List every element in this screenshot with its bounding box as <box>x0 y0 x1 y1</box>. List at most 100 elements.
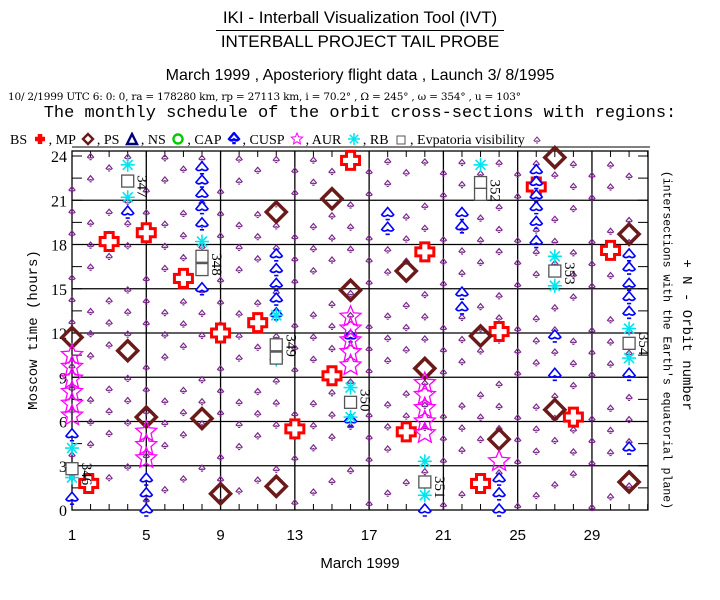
evpatoria-marker <box>606 271 615 280</box>
bs-marker <box>321 365 343 387</box>
x-tick-label: 13 <box>286 527 303 544</box>
bs-marker <box>172 267 194 289</box>
evpatoria-marker <box>86 396 95 404</box>
project-title: INTERBALL PROJECT TAIL PROBE <box>220 32 500 51</box>
evpatoria-marker <box>328 167 336 176</box>
evpatoria-marker <box>235 398 243 406</box>
asterisk-stroke <box>345 411 357 423</box>
evpatoria-marker <box>383 356 392 365</box>
plot-frame <box>71 150 649 511</box>
evpatoria-marker <box>458 335 466 344</box>
mp-marker <box>115 338 141 364</box>
mp-marker <box>319 186 345 212</box>
evpatoria-marker <box>216 364 225 373</box>
evpatoria-marker <box>123 241 132 250</box>
evpatoria-marker <box>346 289 355 298</box>
aur-marker <box>120 157 135 172</box>
evpatoria-marker <box>235 420 243 429</box>
evpatoria-marker <box>142 297 151 305</box>
evpatoria-marker <box>551 303 559 312</box>
mp-marker <box>263 473 289 499</box>
evpatoria-marker <box>513 192 522 201</box>
asterisk-stroke <box>419 489 431 501</box>
evpatoria-marker <box>161 242 169 250</box>
evpatoria-marker <box>402 323 411 332</box>
evpatoria-marker <box>86 174 95 183</box>
evpatoria-marker <box>402 168 411 177</box>
asterisk-stroke <box>270 309 282 321</box>
evpatoria-marker <box>458 247 466 255</box>
evpatoria-marker <box>513 325 522 333</box>
asterisk-stroke <box>623 323 635 335</box>
evpatoria-marker <box>365 345 373 353</box>
cap-marker <box>454 300 470 315</box>
evpatoria-marker <box>495 402 503 411</box>
evpatoria-marker <box>383 422 392 431</box>
evpatoria-marker <box>142 385 151 394</box>
evpatoria-marker <box>142 186 151 195</box>
evpatoria-marker <box>68 229 76 238</box>
evpatoria-marker <box>365 323 373 331</box>
evpatoria-marker <box>439 324 448 332</box>
legend-separator: , <box>187 133 195 148</box>
evpatoria-marker <box>309 443 318 452</box>
asterisk-icon <box>347 133 360 145</box>
cap-marker <box>547 367 562 382</box>
rb-marker <box>269 338 283 352</box>
evpatoria-marker <box>328 433 336 441</box>
evpatoria-marker <box>235 221 243 229</box>
evpatoria-marker <box>161 419 169 427</box>
cap-marker <box>194 160 210 175</box>
evpatoria-marker <box>309 311 318 319</box>
evpatoria-marker <box>179 320 188 328</box>
mp-marker <box>338 277 364 303</box>
right-axis-label: + N - Orbit number <box>678 259 694 411</box>
evpatoria-marker <box>86 418 95 426</box>
rb-marker <box>195 262 209 277</box>
mp-marker <box>542 397 568 423</box>
evpatoria-marker <box>551 237 559 246</box>
evpatoria-marker <box>458 424 466 432</box>
aur-marker <box>417 488 432 503</box>
cusp-marker <box>338 315 363 339</box>
evpatoria-marker <box>551 436 559 445</box>
evpatoria-marker <box>476 302 485 311</box>
evpatoria-marker <box>179 209 188 217</box>
cap-marker <box>417 502 432 517</box>
orbit-number: 351 <box>431 476 447 499</box>
evpatoria-marker <box>272 155 281 164</box>
right-axis-sublabel: (intersections with the Earth's equatori… <box>659 170 673 510</box>
evpatoria-marker <box>532 248 541 256</box>
evpatoria-marker <box>253 387 262 396</box>
evpatoria-marker <box>142 363 151 372</box>
evpatoria-marker <box>86 152 95 161</box>
evpatoria-marker <box>365 455 373 464</box>
evpatoria-marker <box>291 343 299 352</box>
evpatoria-marker <box>105 429 113 438</box>
aur-marker <box>622 321 637 336</box>
evpatoria-marker <box>272 421 281 429</box>
y-tick-label: 0 <box>59 503 67 520</box>
y-tick-label: 6 <box>59 415 67 432</box>
evpatoria-marker <box>365 411 373 420</box>
evpatoria-marker <box>328 344 336 353</box>
aur-marker <box>547 278 562 293</box>
evpatoria-marker <box>513 236 522 245</box>
evpatoria-marker <box>569 160 578 168</box>
evpatoria-marker <box>588 326 596 335</box>
evpatoria-marker <box>383 267 392 276</box>
evpatoria-marker <box>142 319 151 328</box>
cap-marker <box>120 204 135 219</box>
evpatoria-marker <box>439 346 448 354</box>
legend-separator: , <box>140 133 148 148</box>
evpatoria-marker <box>402 301 411 310</box>
series-rb <box>65 174 636 489</box>
evpatoria-marker <box>402 478 411 487</box>
small-spade-icon <box>533 136 541 144</box>
evpatoria-marker <box>588 415 596 423</box>
orbit-number: 352 <box>487 180 503 203</box>
evpatoria-marker <box>365 367 373 375</box>
evpatoria-marker <box>606 492 615 501</box>
cap-marker <box>269 277 284 292</box>
evpatoria-marker <box>198 309 206 317</box>
